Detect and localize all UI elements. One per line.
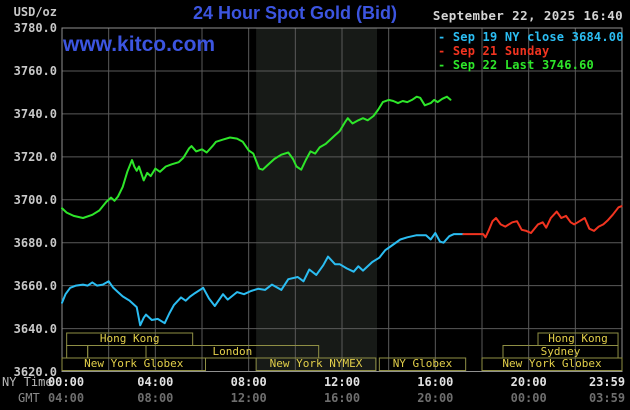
session-label-hong-kong: Hong Kong <box>548 333 608 345</box>
legend-item: - Sep 19 NY close 3684.00 <box>438 30 624 44</box>
session-box-london <box>145 345 320 359</box>
legend-label: Sep 22 Last 3746.60 <box>452 58 594 72</box>
session-box-unlabeled <box>66 345 89 359</box>
y-tick-label: 3740.0 <box>13 106 57 121</box>
x-tick-ny-label: 08:00 <box>230 375 267 389</box>
x-tick-ny-label: 12:00 <box>323 375 361 389</box>
y-tick-label: 3660.0 <box>13 278 57 293</box>
x-tick-gmt-label: 03:59 <box>588 391 626 405</box>
session-box-unlabeled <box>87 345 147 359</box>
session-label-new-york-globex: New York Globex <box>84 358 184 370</box>
x-tick-gmt-label: 12:00 <box>230 391 267 405</box>
x-tick-ny-label: 16:00 <box>417 375 454 389</box>
x-tick-gmt-label: 04:00 <box>47 391 85 405</box>
y-tick-label: 3620.0 <box>13 364 57 379</box>
session-label-hong-kong: Hong Kong <box>99 333 160 345</box>
y-tick-label: 3720.0 <box>13 149 57 164</box>
y-tick-label: 3760.0 <box>13 63 57 78</box>
x-tick-ny-label: 00:00 <box>47 375 85 389</box>
legend-marker: - <box>438 44 453 58</box>
session-label-ny-globex: NY Globex <box>392 358 453 370</box>
session-box-new-york-globex <box>481 357 623 371</box>
x-tick-ny-label: 04:00 <box>137 375 174 389</box>
legend-item: - Sep 22 Last 3746.60 <box>438 58 594 72</box>
legend-label: Sep 19 NY close 3684.00 <box>452 30 624 44</box>
x-tick-ny-label: 23:59 <box>588 375 626 389</box>
x-tick-gmt-label: 20:00 <box>417 391 454 405</box>
y-tick-label: 3640.0 <box>13 321 57 336</box>
legend-item: - Sep 21 Sunday <box>438 44 549 58</box>
x-tick-gmt-label: 00:00 <box>510 391 547 405</box>
session-box-new-york-globex <box>61 357 206 371</box>
session-label-new-york-globex: New York Globex <box>502 358 602 370</box>
y-tick-label: 3780.0 <box>13 21 57 35</box>
series-line-1 <box>462 205 623 239</box>
session-box-ny-globex <box>378 357 467 371</box>
plot-border <box>61 27 623 372</box>
y-tick-label: 3700.0 <box>13 192 57 207</box>
session-box-new-york-nymex <box>255 357 377 371</box>
x-tick-gmt-label: 08:00 <box>137 391 174 405</box>
chart-datetime: September 22, 2025 16:40 <box>432 8 624 23</box>
session-label-sydney: Sydney <box>540 345 581 358</box>
y-tick-label: 3680.0 <box>13 235 57 250</box>
series-line-2 <box>61 95 452 219</box>
x-tick-gmt-label: 16:00 <box>323 391 361 405</box>
y-axis-unit-label: USD/oz <box>13 5 57 19</box>
session-label-new-york-nymex: New York NYMEX <box>269 358 363 370</box>
legend-marker: - <box>438 30 453 44</box>
gmt-axis-label: GMT <box>18 391 40 405</box>
series-line-0 <box>61 232 465 327</box>
legend-label: Sep 21 Sunday <box>452 44 550 58</box>
ny-time-axis-label: NY Time <box>2 375 53 389</box>
page-title: 24 Hour Spot Gold (Bid) <box>193 3 397 23</box>
x-tick-ny-label: 20:00 <box>510 375 547 389</box>
session-label-london: London <box>212 345 253 358</box>
kitco-watermark-link[interactable]: www.kitco.com <box>63 33 216 56</box>
legend-marker: - <box>438 58 453 72</box>
